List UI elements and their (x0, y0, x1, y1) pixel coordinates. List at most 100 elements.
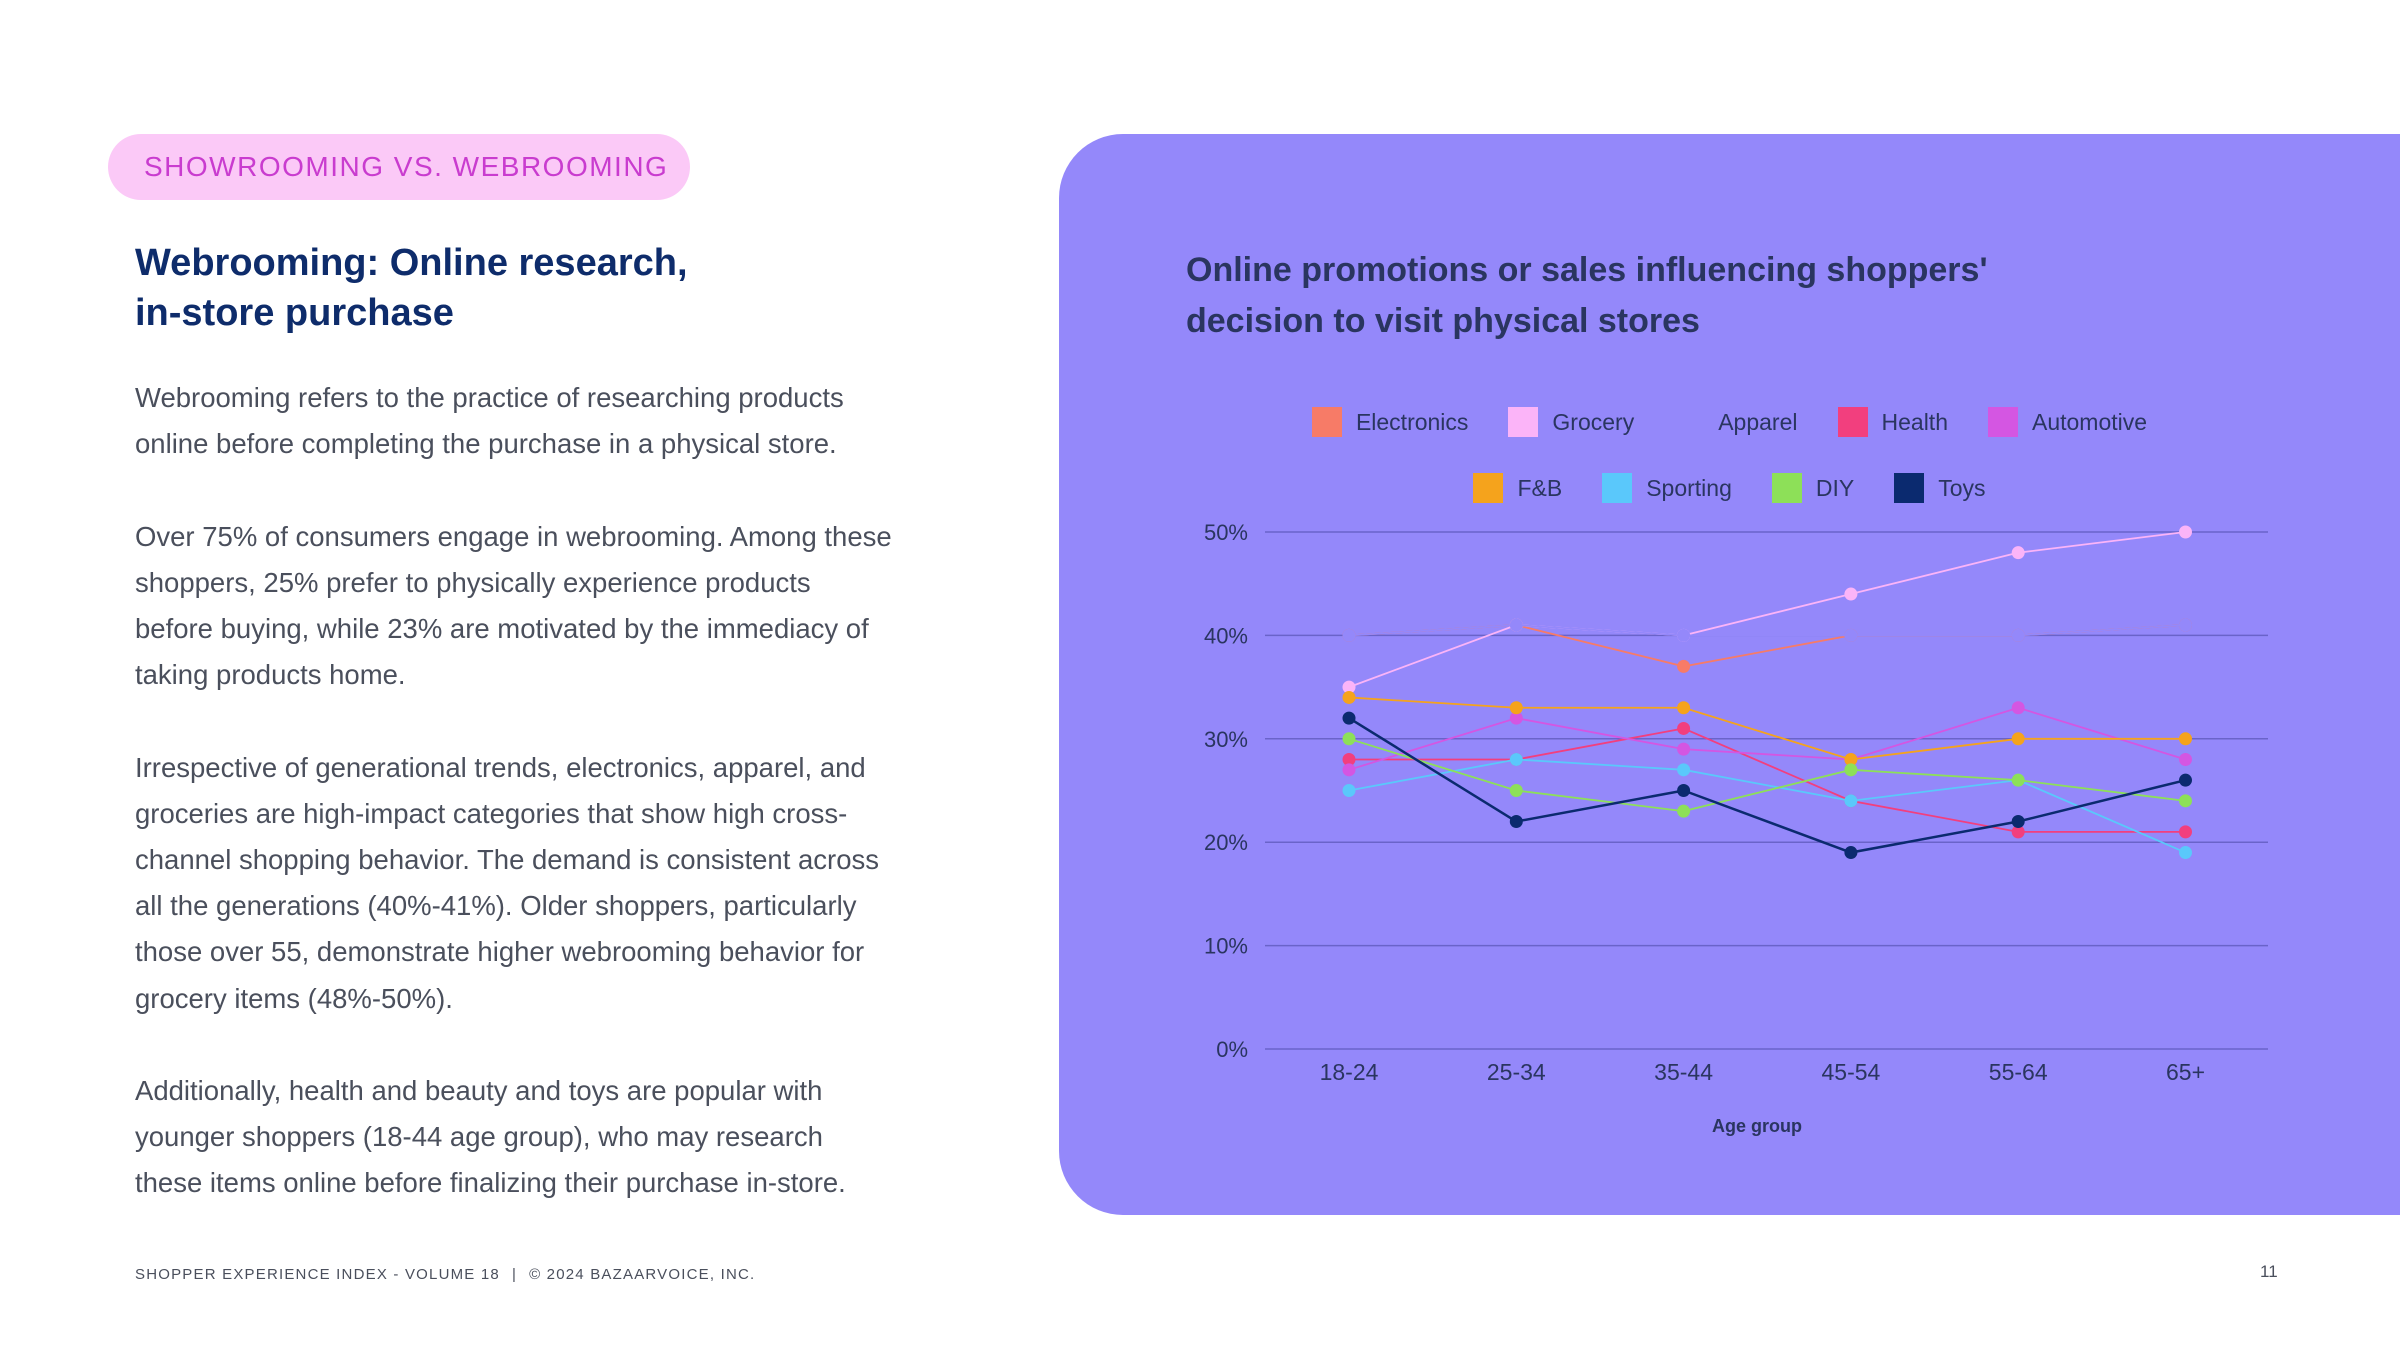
data-point-diy (1509, 784, 1523, 797)
series-line-grocery (1348, 531, 2186, 688)
legend-swatch (1837, 407, 1868, 437)
series-line-fandb (1348, 696, 2186, 761)
x-tick-label: 55-64 (1989, 1059, 2048, 1085)
headline-line-2: in-store purchase (135, 292, 454, 334)
data-point-sporting (1509, 752, 1523, 766)
data-point-diy (1342, 732, 1356, 746)
headline-line-1: Webrooming: Online research, (135, 242, 688, 284)
legend-swatch (1508, 407, 1539, 437)
legend-label: F&B (1517, 474, 1563, 501)
legend-label: Apparel (1718, 408, 1798, 435)
data-point-diy (2011, 773, 2025, 787)
legend-swatch (1674, 407, 1705, 437)
paragraph-2: Over 75% of consumers engage in webroomi… (135, 520, 892, 691)
legend-item-health: Health (1837, 407, 1948, 437)
x-axis-title: Age group (1712, 1116, 1802, 1136)
legend-label: Toys (1938, 474, 1986, 501)
data-point-apparel (2011, 628, 2025, 642)
series-line-sporting (1348, 758, 2186, 854)
data-point-automotive (1342, 763, 1356, 777)
page-headline: Webrooming: Online research, in-store pu… (135, 238, 755, 338)
legend-item-fandb: F&B (1473, 473, 1562, 503)
legend-label: Grocery (1552, 408, 1635, 435)
y-tick-label: 40% (1204, 623, 1248, 648)
body-text: Webrooming refers to the practice of res… (135, 375, 895, 1253)
data-point-health (2011, 825, 2025, 839)
legend-label: Health (1881, 408, 1948, 435)
data-point-health (2179, 825, 2192, 839)
data-point-sporting (1342, 784, 1356, 797)
legend-swatch (1771, 473, 1802, 503)
series-line-apparel (1348, 624, 2186, 637)
legend-item-grocery: Grocery (1508, 407, 1634, 437)
data-point-electronics (1677, 659, 1691, 673)
chart-legend-row-2: F&B Sporting DIY Toys (1059, 473, 2400, 503)
data-point-toys (1844, 846, 1858, 860)
chart-panel (1059, 134, 2400, 1215)
footer-publication: SHOPPER EXPERIENCE INDEX - VOLUME 18 (135, 1266, 500, 1283)
data-point-toys (2179, 773, 2192, 787)
paragraph-3: Irrespective of generational trends, ele… (135, 751, 879, 1014)
data-point-fandb (1342, 690, 1356, 704)
data-point-fandb (1677, 701, 1691, 715)
x-tick-label: 65+ (2166, 1059, 2205, 1085)
data-point-automotive (2179, 752, 2192, 766)
legend-item-automotive: Automotive (1987, 407, 2148, 437)
x-tick-label: 35-44 (1654, 1059, 1713, 1085)
page-number: 11 (2260, 1262, 2278, 1281)
x-tick-label: 18-24 (1320, 1059, 1379, 1085)
footer-separator: | (511, 1266, 518, 1283)
chart-title: Online promotions or sales influencing s… (1186, 245, 2086, 347)
paragraph-4: Additionally, health and beauty and toys… (135, 1075, 846, 1199)
y-tick-label: 30% (1204, 727, 1248, 752)
data-point-grocery (1342, 680, 1356, 694)
series-line-health (1349, 727, 2186, 833)
y-tick-label: 0% (1216, 1037, 1248, 1062)
legend-item-electronics: Electronics (1311, 407, 1469, 437)
data-point-toys (2011, 815, 2025, 829)
chart-legend-row-1: Electronics Grocery Apparel Health Automotiv… (1059, 407, 2400, 437)
data-point-automotive (2011, 701, 2025, 715)
data-point-sporting (2179, 846, 2192, 860)
data-point-grocery (1844, 587, 1858, 601)
data-point-health (1677, 721, 1691, 735)
legend-label: Electronics (1355, 408, 1469, 435)
legend-item-apparel: Apparel (1674, 407, 1798, 437)
data-point-sporting (1677, 763, 1691, 777)
series-line-diy (1348, 737, 2186, 813)
data-point-automotive (1509, 711, 1523, 725)
data-point-apparel (1844, 628, 1858, 642)
data-point-health (1342, 752, 1356, 766)
chart-title-line-2: decision to visit physical stores (1186, 302, 1700, 340)
data-point-toys (1342, 711, 1356, 725)
data-point-apparel (1509, 618, 1523, 632)
data-point-grocery (2179, 525, 2192, 539)
legend-item-sporting: Sporting (1602, 473, 1732, 503)
x-tick-label: 25-34 (1487, 1059, 1546, 1085)
series-line-toys (1348, 717, 2186, 854)
data-point-apparel (2179, 618, 2192, 632)
section-tag: SHOWROOMING VS. WEBROOMING (108, 134, 690, 200)
y-tick-label: 50% (1204, 520, 1248, 545)
data-point-automotive (1677, 742, 1691, 756)
legend-swatch (1311, 407, 1342, 437)
data-point-grocery (2011, 546, 2025, 560)
legend-label: Sporting (1646, 474, 1732, 501)
footer-copyright: © 2024 BAZAARVOICE, INC. (529, 1266, 756, 1283)
legend-label: DIY (1815, 474, 1855, 501)
legend-item-diy: DIY (1771, 473, 1855, 503)
data-point-toys (1509, 815, 1523, 829)
legend-item-toys: Toys (1894, 473, 1986, 503)
data-point-apparel (1677, 628, 1691, 642)
series-line-electronics (1348, 624, 2186, 668)
chart-title-line-1: Online promotions or sales influencing s… (1186, 251, 1988, 289)
legend-label: Automotive (2031, 408, 2148, 435)
y-tick-label: 10% (1204, 934, 1248, 959)
legend-swatch (1987, 407, 2018, 437)
legend-swatch (1473, 473, 1504, 503)
data-point-diy (2179, 794, 2192, 808)
series-line-automotive (1348, 706, 2186, 771)
x-tick-label: 45-54 (1821, 1059, 1880, 1085)
data-point-apparel (1342, 628, 1356, 642)
